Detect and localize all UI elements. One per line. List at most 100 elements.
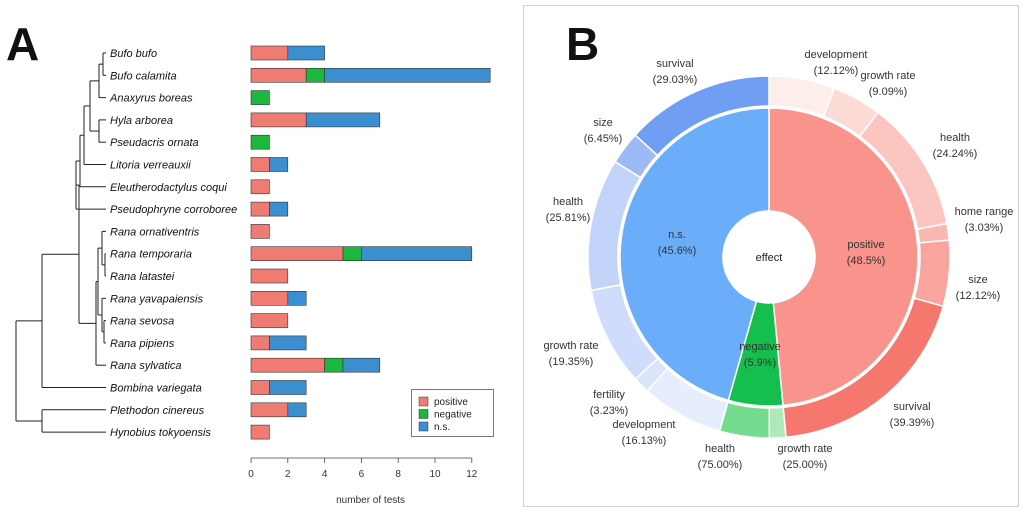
- inner-label-pct: (48.5%): [847, 255, 886, 267]
- species-label: Anaxyrus boreas: [109, 93, 193, 105]
- legend-swatch: [418, 421, 429, 432]
- species-label: Pseudacris ornata: [110, 137, 199, 149]
- species-label: Rana ornativentris: [110, 226, 200, 238]
- outer-label-name: size: [968, 274, 988, 286]
- outer-label-pct: (12.12%): [956, 290, 1001, 302]
- outer-label-pct: (39.39%): [890, 417, 935, 429]
- bar-segment-positive: [250, 45, 289, 61]
- inner-label: positive (48.5%): [847, 239, 886, 267]
- outer-label-name: survival: [656, 58, 693, 70]
- outer-label-name: growth rate: [860, 70, 915, 82]
- outer-label: health (24.24%): [933, 132, 978, 160]
- outer-label-name: growth rate: [543, 340, 598, 352]
- outer-label: size (12.12%): [956, 274, 1001, 302]
- species-label: Rana pipiens: [110, 338, 175, 350]
- species-label: Litoria verreauxii: [110, 160, 191, 172]
- bar-segment-positive: [250, 246, 344, 261]
- inner-label: negative (5.9%): [739, 341, 781, 369]
- x-tick-label: 12: [466, 469, 478, 480]
- outer-label-name: home range: [955, 206, 1014, 218]
- species-label: Bufo bufo: [110, 48, 157, 60]
- inner-label-pct: (45.6%): [658, 245, 697, 257]
- outer-label-pct: (24.24%): [933, 148, 978, 160]
- outer-label-name: development: [805, 49, 868, 61]
- outer-label-name: health: [553, 196, 583, 208]
- bar-segment-positive: [250, 112, 307, 128]
- outer-label-name: survival: [893, 401, 930, 413]
- center-label: effect: [756, 252, 783, 264]
- outer-label: growth rate (9.09%): [860, 70, 915, 98]
- bar-segment-ns: [324, 68, 491, 83]
- outer-label-name: growth rate: [777, 443, 832, 455]
- outer-label: home range (3.03%): [955, 206, 1014, 234]
- bar-segment-ns: [305, 112, 381, 128]
- species-label: Bufo calamita: [110, 70, 177, 82]
- outer-label: survival (39.39%): [890, 401, 935, 429]
- outer-label-pct: (9.09%): [869, 86, 908, 98]
- outer-wedge-positive-size: [913, 239, 951, 308]
- outer-label: development (16.13%): [613, 419, 676, 447]
- bar-segment-ns: [269, 380, 307, 395]
- outer-label-pct: (12.12%): [814, 65, 859, 77]
- species-label: Eleutherodactylus coqui: [110, 182, 227, 194]
- outer-wedge-negative-growth-rate: [768, 406, 787, 439]
- outer-label: health (75.00%): [698, 443, 743, 471]
- species-label: Rana latastei: [110, 271, 175, 283]
- bar-segment-positive: [250, 290, 289, 306]
- outer-label: size (6.45%): [584, 117, 623, 145]
- bar-segment-ns: [342, 357, 381, 373]
- outer-label-pct: (3.23%): [590, 405, 629, 417]
- species-label: Bombina variegata: [110, 383, 202, 395]
- legend-label: n.s.: [434, 422, 450, 433]
- outer-label-pct: (25.81%): [546, 212, 591, 224]
- outer-label: fertility (3.23%): [590, 389, 629, 417]
- outer-label-name: development: [613, 419, 676, 431]
- inner-label-pct: (5.9%): [744, 357, 776, 369]
- outer-label-pct: (29.03%): [653, 74, 698, 86]
- legend-swatch: [418, 396, 429, 407]
- inner-label: n.s. (45.6%): [658, 229, 697, 257]
- x-tick-label: 10: [429, 469, 441, 480]
- outer-wedge-negative-health: [718, 401, 771, 439]
- bar-segment-negative: [250, 90, 270, 105]
- outer-wedge-n-s-survival: [634, 75, 770, 157]
- outer-label: growth rate (19.35%): [543, 340, 598, 368]
- inner-label-name: negative: [739, 341, 781, 353]
- bar-segment-positive: [250, 157, 270, 172]
- bar-segment-ns: [287, 45, 325, 61]
- bar-segment-positive: [250, 357, 325, 373]
- bar-segment-negative: [342, 246, 362, 261]
- bar-segment-positive: [250, 68, 307, 83]
- species-label: Rana temporaria: [110, 249, 192, 261]
- inner-label-name: n.s.: [668, 229, 686, 241]
- x-tick-label: 0: [248, 469, 254, 480]
- sunburst-chart: effect positive (48.5%) negative (5.9%) n.s. (…: [543, 49, 1013, 471]
- species-label: Pseudophryne corroboree: [110, 204, 237, 216]
- outer-label-pct: (19.35%): [549, 356, 594, 368]
- outer-label-pct: (25.00%): [783, 459, 828, 471]
- outer-label: growth rate (25.00%): [777, 443, 832, 471]
- bar-segment-negative: [324, 357, 344, 373]
- species-label: Hynobius tokyoensis: [110, 427, 211, 439]
- x-tick-label: 2: [285, 469, 291, 480]
- legend-label: negative: [434, 410, 472, 421]
- bar-segment-positive: [250, 335, 270, 351]
- bar-segment-ns: [269, 157, 289, 172]
- outer-label-name: fertility: [593, 389, 625, 401]
- outer-label-name: health: [940, 132, 970, 144]
- legend-swatch: [418, 409, 429, 419]
- species-label: Plethodon cinereus: [110, 405, 205, 417]
- bar-segment-negative: [305, 68, 325, 83]
- panel-a-label: A: [6, 18, 39, 70]
- phylogenetic-tree: [15, 52, 106, 433]
- outer-label-name: health: [705, 443, 735, 455]
- bar-segment-ns: [287, 402, 307, 418]
- species-label: Rana sylvatica: [110, 360, 182, 372]
- bar-segment-negative: [250, 134, 270, 150]
- outer-label: survival (29.03%): [653, 58, 698, 86]
- x-axis-title: number of tests: [336, 495, 405, 506]
- bar-segment-ns: [361, 246, 473, 261]
- x-tick-label: 4: [322, 469, 328, 480]
